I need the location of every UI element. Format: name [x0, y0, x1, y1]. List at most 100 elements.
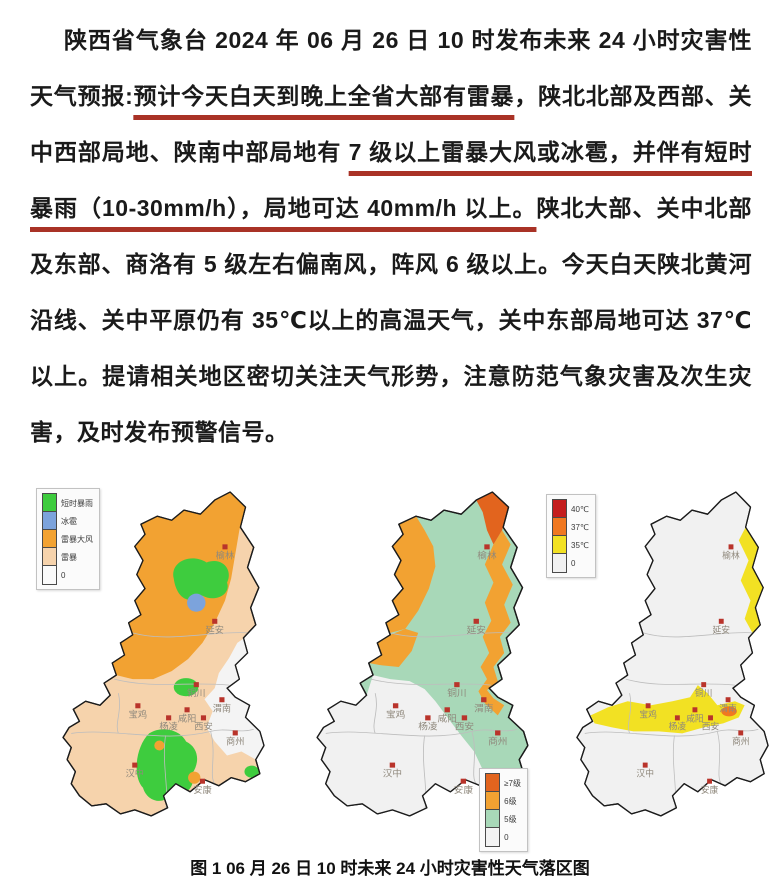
city-label: 宝鸡	[129, 708, 147, 719]
city-square	[708, 715, 713, 721]
legend-row: 雷暴大风	[42, 528, 93, 549]
legend-row: 冰雹	[42, 510, 93, 531]
short-rainstorm-south-zone	[136, 729, 198, 801]
city-label: 商州	[732, 735, 750, 746]
forecast-paragraph: 陕西省气象台 2024 年 06 月 26 日 10 时发布未来 24 小时灾害…	[30, 27, 752, 445]
forecast-segment: 陕北大部、关中北部及东部、商洛有 5 级左右偏南风，阵风 6 级以上。今天白天陕…	[30, 195, 752, 445]
forecast-segment-underlined: 7 级以上雷暴大风或冰雹，并伴有短时暴雨（10-30mm/h），局地可达 40m…	[30, 139, 752, 221]
legend-row: 35℃	[552, 534, 589, 555]
legend-label: 37℃	[571, 522, 589, 532]
forecast-segment: 陕西省气象台 2024 年 06 月 26 日 10 时发布未来 24 小时灾害…	[30, 27, 752, 109]
city-square	[473, 618, 479, 624]
legend-swatch	[552, 534, 567, 555]
legend-swatch	[42, 546, 57, 567]
city-square	[166, 715, 172, 721]
gale-spot-south-2	[188, 771, 201, 784]
temp37-weinan-spot	[721, 706, 737, 717]
legend-row: 40℃	[552, 499, 589, 519]
city-square	[701, 682, 707, 688]
legend-swatch	[485, 790, 501, 811]
city-label: 商州	[488, 736, 507, 747]
city-square	[718, 618, 724, 624]
city-label: 杨凌	[669, 720, 687, 731]
city-square	[692, 707, 698, 713]
city-square	[392, 703, 399, 709]
city-square	[481, 697, 487, 703]
temperature-legend: 40℃ 37℃ 35℃ 0	[546, 494, 596, 578]
wind-legend: ≥7级 6级 5级 0	[479, 768, 528, 852]
legend-label: 0	[571, 558, 576, 568]
city-label: 汉中	[383, 768, 402, 779]
legend-label: ≥7级	[504, 778, 521, 788]
wind6-yellow-river-band	[478, 530, 513, 716]
legend-row: 0	[42, 564, 93, 585]
legend-swatch	[42, 564, 57, 585]
wind7plus-ne-tip	[476, 492, 509, 545]
city-label: 延安	[206, 624, 224, 635]
city-square	[707, 778, 712, 784]
legend-swatch	[485, 826, 501, 847]
city-label: 安康	[193, 784, 211, 795]
legend-label: 冰雹	[61, 516, 77, 526]
city-square	[232, 730, 238, 736]
city-label: 渭南	[719, 702, 737, 713]
legend-label: 5级	[504, 814, 517, 824]
legend-label: 雷暴大风	[61, 534, 93, 544]
city-square	[132, 762, 138, 768]
city-label: 榆林	[477, 550, 497, 561]
severe-weather-legend: 短时暴雨 冰雹 雷暴大风 雷暴 0	[36, 488, 100, 590]
legend-label: 35℃	[571, 540, 589, 550]
legend-label: 雷暴	[61, 552, 77, 562]
legend-swatch	[552, 552, 567, 573]
gale-spot-south-1	[154, 740, 165, 751]
city-square	[674, 715, 680, 721]
city-label: 铜川	[695, 687, 713, 698]
prefecture-borders	[71, 632, 254, 810]
city-square	[444, 707, 450, 713]
city-label: 西安	[702, 720, 720, 731]
city-square	[199, 778, 206, 784]
short-rainstorm-tongchuan-zone	[173, 678, 199, 697]
city-square	[200, 715, 207, 721]
legend-row: 雷暴	[42, 546, 93, 567]
city-label: 商州	[226, 736, 244, 747]
city-label: 安康	[701, 784, 719, 795]
city-square	[222, 544, 228, 550]
city-square	[645, 703, 651, 709]
city-label: 宝鸡	[639, 708, 657, 719]
hail-zone	[187, 593, 206, 612]
no-wind-southwest-zone	[317, 675, 483, 816]
city-square	[184, 707, 190, 713]
city-square	[484, 544, 490, 550]
city-square	[460, 778, 467, 784]
prefecture-borders	[584, 632, 759, 810]
wind6-northwest-band	[385, 516, 436, 633]
city-square	[135, 703, 141, 709]
wind-overlays	[317, 492, 518, 816]
city-label: 渭南	[213, 702, 231, 713]
temperature-overlays	[584, 527, 764, 810]
legend-label: 0	[504, 832, 509, 842]
short-rainstorm-se-zone	[244, 765, 259, 778]
city-label: 咸阳	[178, 712, 196, 723]
city-label: 西安	[194, 720, 212, 731]
city-square	[454, 682, 460, 688]
city-square	[212, 618, 218, 624]
city-label: 榆林	[722, 549, 740, 560]
maps-row: 榆林 延安 铜川 渭南 咸阳 西安 杨凌 宝鸡 商州 汉中 安康 短时暴雨 冰雹 雷暴大风 雷暴 0 榆林延…	[0, 482, 780, 852]
city-square	[193, 682, 199, 688]
city-square	[425, 715, 431, 721]
city-square	[461, 715, 468, 721]
legend-row: ≥7级	[485, 773, 521, 793]
city-square	[389, 762, 396, 768]
city-label: 咸阳	[686, 712, 704, 723]
city-label: 杨凌	[159, 720, 177, 731]
temperature-map: 榆林 延安 铜川 渭南 咸阳 西安 杨凌 宝鸡 商州 汉中 安康 40℃ 37℃ 35℃ 0	[536, 482, 770, 838]
severe-weather-map: 榆林 延安 铜川 渭南 咸阳 西安 杨凌 宝鸡 商州 汉中 安康 短时暴雨 冰雹 雷暴大风 雷暴 0	[20, 482, 266, 838]
severe-overlays	[71, 492, 264, 810]
